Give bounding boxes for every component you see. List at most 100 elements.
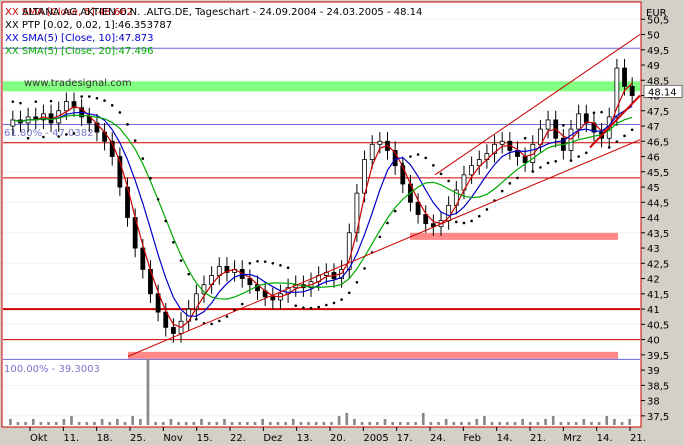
candle-body [86, 116, 92, 124]
candle-body [247, 278, 253, 286]
trend-line-short [589, 94, 641, 149]
sma-5-line [12, 82, 633, 329]
sar-dot [592, 111, 596, 115]
x-axis: Okt 11. 18. 25. Nov 15. 22. Dez 13. 20. 2005 17. 24.… [29, 427, 646, 444]
volume-bar [368, 422, 372, 425]
sar-dot [126, 123, 129, 126]
red-band [410, 232, 618, 240]
sar-dot [332, 301, 336, 305]
candle-body [392, 150, 398, 167]
candle-body [155, 293, 161, 313]
sar-dot [87, 95, 91, 98]
volume-bar [108, 422, 112, 425]
x-tick-label: Dez [263, 433, 282, 444]
candle-body [10, 119, 16, 127]
sar-dot [156, 197, 160, 201]
sar-dot [577, 155, 580, 158]
candle-body [545, 119, 551, 130]
candle-body [522, 156, 528, 164]
candle-body [614, 67, 620, 118]
y-tick-label: 42 [647, 275, 660, 286]
sar-dot [42, 135, 45, 139]
volume-bar [490, 422, 494, 425]
sar-dot [179, 259, 183, 262]
volume-bar [169, 419, 173, 425]
volume-bar [54, 422, 58, 425]
candle-body [270, 296, 276, 301]
trend-lines [127, 34, 641, 357]
y-tick-label: 44 [647, 214, 660, 225]
volume-bar [62, 419, 66, 425]
sar-dot [118, 111, 122, 114]
volume-bar [307, 422, 310, 425]
volume-bar [284, 422, 287, 425]
sar-dot [485, 208, 489, 211]
sar-dot [546, 161, 550, 165]
y-tick-label: 50 [647, 31, 660, 42]
sar-dot [217, 319, 221, 323]
sar-dot [554, 159, 558, 163]
sar-dot [271, 262, 275, 265]
volume-bar [483, 416, 486, 425]
sar-dot [363, 267, 366, 270]
legend-entry: XX SMA [Close, 5]:48.662 [5, 7, 133, 18]
x-tick-label: 15. [197, 433, 213, 444]
y-tick-label: 47,5 [647, 107, 669, 118]
sar-dot [470, 219, 473, 223]
sar-dot [141, 157, 145, 160]
legend-entry: XX SMA(5) [Close, 10]:47.873 [5, 33, 154, 44]
sar-dot [416, 153, 420, 156]
candle-body [469, 165, 475, 176]
grid-lines [3, 18, 640, 417]
sar-dot [523, 136, 527, 140]
y-tick-label: 37,5 [647, 412, 669, 423]
volume-bar [85, 422, 89, 425]
volume-bar [192, 422, 196, 425]
y-tick-label: 41,5 [647, 290, 669, 301]
volume-bar [460, 422, 463, 425]
candle-body [117, 156, 123, 188]
last-price-label: 48.14 [648, 87, 677, 98]
volume-bar [391, 422, 394, 425]
sar-dot [516, 176, 519, 180]
volume-bar [238, 422, 242, 425]
volume-bar [246, 422, 249, 425]
volume-bar [559, 422, 563, 425]
volume-bar [421, 413, 425, 425]
sar-dot [65, 133, 68, 136]
candle-body [224, 265, 230, 273]
sar-dot [355, 280, 359, 284]
sar-dot [317, 305, 320, 309]
volume-bar [138, 419, 142, 425]
sar-dot [72, 132, 76, 135]
last-price-box [643, 85, 683, 98]
volume-bar [177, 422, 180, 425]
sma-10-line [12, 105, 633, 317]
sar-dot [477, 214, 481, 218]
sar-dot [600, 110, 603, 114]
x-tick-label: Feb [463, 433, 481, 444]
volume-bar [154, 422, 157, 425]
sar-dot [294, 304, 298, 307]
volume-bar [161, 422, 165, 425]
volume-bar [452, 422, 456, 425]
volume-bar [207, 422, 211, 425]
volume-bar [376, 422, 379, 425]
x-tick-label: 22. [230, 433, 246, 444]
sar-dot [302, 306, 305, 310]
trend-line-channel [434, 34, 641, 176]
volume-bar [345, 413, 349, 425]
sar-dot [286, 266, 290, 270]
legend: XX SMA [Close, 5]:48.662 XX PTP [0.02, 0.… [5, 7, 422, 57]
last-price-marker: 48.14 [643, 85, 683, 98]
volume-bar [299, 422, 303, 425]
sar-dot [630, 128, 634, 132]
sar-dot [80, 95, 83, 98]
x-tick-label: 14. [597, 433, 613, 444]
y-tick-label: 45 [647, 183, 660, 194]
volume-bar [414, 422, 417, 425]
candle-body [530, 143, 536, 164]
volume-bar [223, 419, 226, 425]
sar-dot [432, 164, 435, 167]
candle-body [71, 101, 77, 109]
